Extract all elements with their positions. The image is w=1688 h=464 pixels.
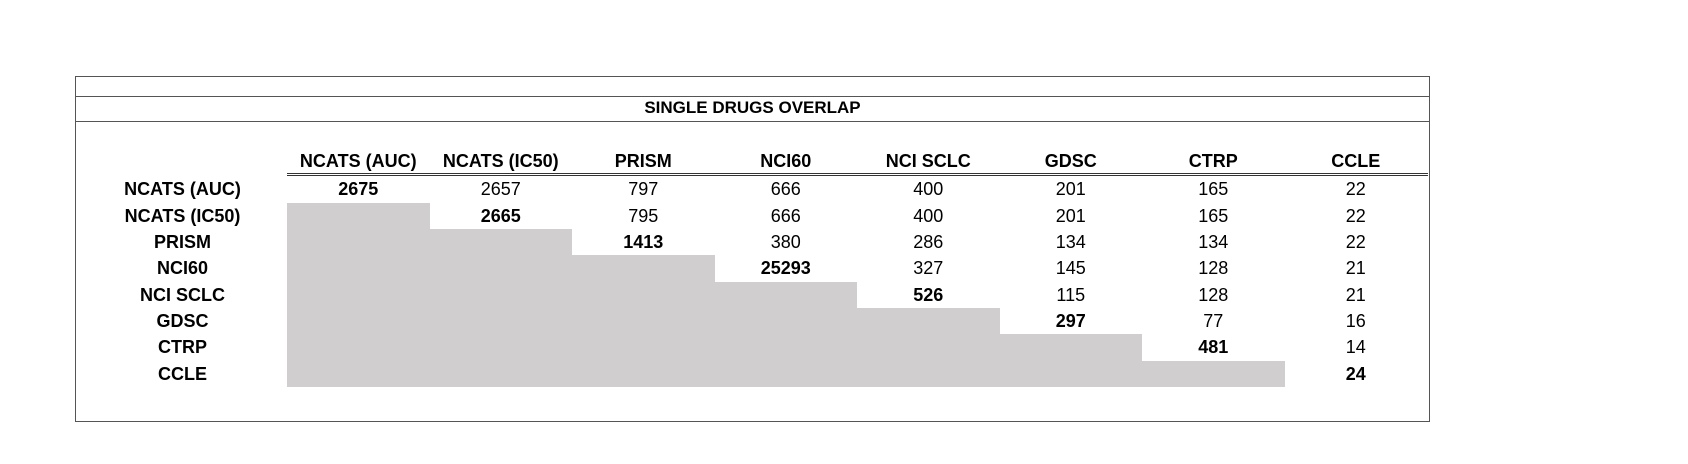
column-header: PRISM — [614, 151, 672, 171]
diagonal-cell: 24 — [1345, 363, 1366, 384]
table-cell: 21 — [1345, 258, 1366, 279]
table-frame — [75, 76, 1430, 422]
diagonal-cell: 25293 — [760, 258, 811, 279]
table-cell: 77 — [1203, 310, 1224, 331]
empty-cell-block — [287, 281, 857, 309]
row-header: CTRP — [158, 337, 207, 358]
table-cell: 286 — [913, 232, 944, 252]
table-cell: 797 — [628, 179, 659, 200]
table-cell: 165 — [1198, 179, 1229, 200]
diagonal-cell: 526 — [913, 284, 944, 305]
empty-cell-block — [287, 307, 1000, 335]
table-cell: 380 — [770, 232, 801, 252]
row-header: NCATS (IC50) — [124, 205, 241, 226]
row-header: CCLE — [158, 363, 207, 384]
diagonal-cell: 2665 — [480, 205, 521, 226]
table-cell: 165 — [1198, 205, 1229, 226]
table-cell: 16 — [1345, 310, 1366, 331]
column-header: CCLE — [1331, 151, 1381, 171]
table-cell: 400 — [913, 205, 944, 226]
column-header: CTRP — [1188, 151, 1238, 171]
column-header: NCI SCLC — [885, 151, 971, 171]
table-cell: 115 — [1056, 284, 1086, 305]
row-header: NCATS (AUC) — [124, 179, 241, 200]
column-header: NCI60 — [760, 151, 812, 171]
table-cell: 134 — [1198, 232, 1229, 252]
table-cell: 327 — [913, 258, 944, 279]
table-cell: 795 — [628, 205, 659, 226]
row-header: NCI60 — [156, 258, 209, 279]
table-cell: 145 — [1055, 258, 1086, 279]
table-cell: 128 — [1198, 258, 1229, 279]
table-cell: 134 — [1055, 232, 1086, 252]
empty-cell-block — [287, 334, 1142, 361]
table-cell: 2657 — [480, 179, 521, 200]
table-cell: 22 — [1345, 179, 1366, 200]
empty-cell-block — [287, 360, 1285, 388]
title-band — [75, 96, 1430, 122]
table-cell: 14 — [1345, 337, 1366, 358]
diagonal-cell: 2675 — [338, 179, 379, 200]
empty-cell-block — [287, 255, 715, 283]
column-header: NCATS (AUC) — [299, 151, 417, 171]
header-rule — [287, 173, 1428, 176]
row-header: NCI SCLC — [140, 284, 225, 305]
column-header: GDSC — [1044, 151, 1097, 171]
table-cell: 400 — [913, 179, 944, 200]
diagonal-cell: 297 — [1055, 310, 1086, 331]
table-cell: 666 — [770, 179, 801, 200]
table-cell: 22 — [1345, 232, 1366, 252]
column-header: NCATS (IC50) — [442, 151, 559, 171]
row-header: PRISM — [153, 232, 211, 252]
diagonal-cell: 481 — [1198, 337, 1229, 358]
table-cell: 201 — [1055, 205, 1086, 226]
empty-cell-block — [287, 229, 572, 256]
empty-cell-block — [287, 202, 430, 230]
table-title: SINGLE DRUGS OVERLAP — [644, 98, 861, 117]
table-cell: 22 — [1345, 205, 1366, 226]
diagonal-cell: 1413 — [623, 232, 664, 252]
table-cell: 201 — [1055, 179, 1086, 200]
table-cell: 128 — [1198, 284, 1229, 305]
table-cell: 21 — [1345, 284, 1366, 305]
table-cell: 666 — [770, 205, 801, 226]
row-header: GDSC — [156, 310, 209, 331]
